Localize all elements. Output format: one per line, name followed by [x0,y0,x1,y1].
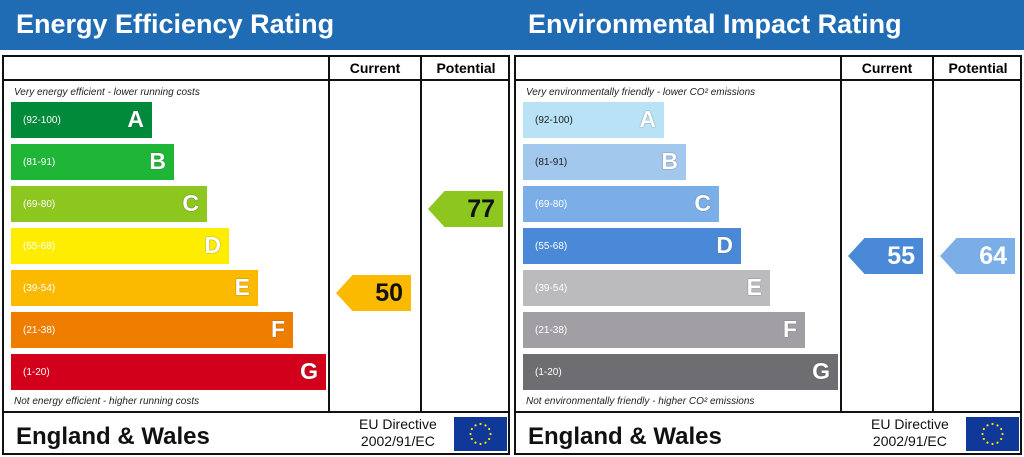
band-letter: A [639,106,656,132]
potential-rating-arrow: 64 [940,238,1015,274]
band-e: (39-54) E [523,270,770,306]
divider [932,57,934,413]
band-e: (39-54) E [11,270,258,306]
rating-table: Current Potential Very environmentally f… [514,55,1022,455]
current-header: Current [349,60,401,76]
band-range: (39-54) [23,283,56,294]
top-note: Very environmentally friendly - lower CO… [526,87,756,98]
panel-title: Energy Efficiency Rating [0,0,512,50]
current-rating-arrow: 55 [848,238,923,274]
band-f: (21-38) F [523,312,805,348]
band-g: (1-20) G [523,354,838,390]
band-letter: A [127,106,144,132]
band-range: (1-20) [23,367,50,378]
band-c: (69-80) C [11,186,207,222]
band-d: (55-68) D [11,228,229,264]
band-a: (92-100) A [523,102,664,138]
bottom-note: Not environmentally friendly - higher CO… [526,396,755,407]
band-b: (81-91) B [11,144,174,180]
band-letter: B [149,148,166,174]
band-range: (92-100) [23,115,61,126]
band-g: (1-20) G [11,354,326,390]
band-letter: D [204,232,221,258]
band-range: (39-54) [535,283,568,294]
directive-line: 2002/91/EC [360,433,435,449]
band-letter: B [661,148,678,174]
band-letter: D [716,232,733,258]
band-range: (55-68) [535,241,568,252]
divider [516,79,1020,81]
region-label: England & Wales [16,423,210,450]
divider [328,57,330,413]
band-letter: G [300,358,318,384]
band-a: (92-100) A [11,102,152,138]
current-rating-arrow: 50 [336,275,411,311]
bottom-note: Not energy efficient - higher running co… [14,396,200,407]
environmental-impact-panel: Environmental Impact Rating Current Pote… [512,0,1024,457]
band-range: (55-68) [23,241,56,252]
region-label: England & Wales [528,423,722,450]
eu-flag-icon [966,417,1019,451]
divider [4,79,508,81]
current-header: Current [861,60,913,76]
band-letter: C [694,190,711,216]
top-note: Very energy efficient - lower running co… [14,87,200,98]
divider [516,411,1020,413]
rating-table: Current Potential Very energy efficient … [2,55,510,455]
band-range: (69-80) [535,199,568,210]
band-range: (21-38) [23,325,56,336]
eu-flag-icon [454,417,507,451]
band-letter: E [746,274,762,300]
potential-rating-arrow: 77 [428,191,503,227]
band-range: (92-100) [535,115,573,126]
band-range: (69-80) [23,199,56,210]
directive-line: 2002/91/EC [872,433,947,449]
band-letter: C [182,190,199,216]
band-range: (1-20) [535,367,562,378]
divider [420,57,422,413]
band-letter: G [812,358,830,384]
band-letter: F [782,316,797,342]
divider [4,411,508,413]
band-b: (81-91) B [523,144,686,180]
band-range: (81-91) [535,157,568,168]
band-d: (55-68) D [523,228,741,264]
energy-efficiency-panel: Energy Efficiency Rating Current Potenti… [0,0,512,455]
band-c: (69-80) C [523,186,719,222]
band-range: (21-38) [535,325,568,336]
potential-header: Potential [436,60,496,76]
panel-title: Environmental Impact Rating [512,0,1024,50]
eu-directive: EU Directive 2002/91/EC [871,416,949,450]
band-f: (21-38) F [11,312,293,348]
band-letter: E [234,274,250,300]
band-range: (81-91) [23,157,56,168]
band-letter: F [270,316,285,342]
potential-header: Potential [948,60,1008,76]
divider [840,57,842,413]
directive-line: EU Directive [359,416,437,432]
eu-directive: EU Directive 2002/91/EC [359,416,437,450]
directive-line: EU Directive [871,416,949,432]
